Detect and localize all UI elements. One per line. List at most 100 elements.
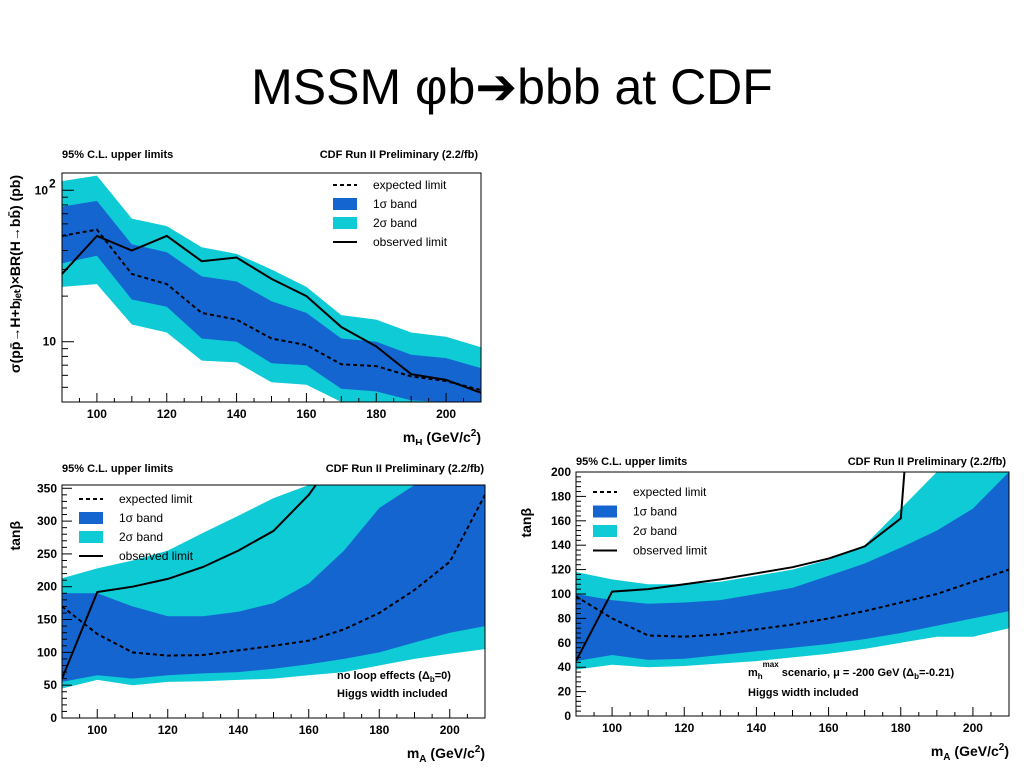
chart-bottom-right: 100 120 140 160 180 200 0 20 40 60 80 100 120 140 160 1… [518, 456, 1010, 763]
x-axis-label-sup: 2 [471, 428, 477, 439]
x-tick-label: 160 [296, 407, 316, 421]
y-tick-label: 200 [37, 580, 57, 594]
annotation-width: Higgs width included [748, 687, 859, 699]
legend-2sigma-swatch [333, 217, 357, 229]
x-tick-label: 140 [746, 721, 766, 735]
y-tick-label: 0 [50, 711, 57, 725]
x-tick-label: 120 [158, 723, 178, 737]
x-axis-label-close: ) [1004, 743, 1009, 759]
annotation-text: =0) [435, 670, 452, 682]
y-tick-label: 100 [551, 587, 571, 601]
annotation-sup: max [763, 660, 780, 669]
annotation-sub: b [430, 675, 435, 684]
y-tick-label: 200 [551, 465, 571, 479]
x-axis-label-sub: A [419, 754, 426, 765]
legend-2sigma-label: 2σ band [633, 524, 677, 538]
x-axis-label-unit: (GeV/c [951, 743, 999, 759]
legend-expected-label: expected limit [633, 485, 707, 499]
y-tick-label: 120 [551, 563, 571, 577]
plot-area [62, 175, 481, 402]
annotation-sub: b [914, 672, 919, 681]
expected-limit-line [576, 568, 1009, 638]
y-axis-label: tanβ [518, 508, 534, 538]
header-left: 95% C.L. upper limits [62, 149, 173, 161]
x-axis-label-sup: 2 [475, 744, 481, 755]
header-right: CDF Run II Preliminary (2.2/fb) [326, 463, 485, 475]
legend-1sigma-label: 1σ band [633, 505, 677, 519]
y-tick-label: 60 [558, 636, 572, 650]
expected-limit-line [62, 494, 485, 657]
y-tick-label: 100 [37, 645, 57, 659]
annotation-scenario: mhmax scenario, μ = -200 GeV (Δb=-0.21) [748, 660, 954, 681]
header-left: 95% C.L. upper limits [576, 456, 687, 468]
x-axis-label-close: ) [480, 745, 485, 761]
y-tick-label: 0 [564, 709, 571, 723]
legend-observed-label: observed limit [373, 235, 448, 249]
legend-observed-label: observed limit [633, 544, 708, 558]
y-axis-label: tanβ [7, 521, 23, 551]
chart-bottom-left: 100 120 140 160 180 200 0 50 100 150 200 250 300 350 9… [7, 463, 486, 765]
annotation-width: Higgs width included [337, 688, 448, 700]
annotation-sub: h [758, 672, 763, 681]
x-tick-label: 160 [819, 721, 839, 735]
band-1sigma [62, 200, 481, 402]
x-axis-label-unit: (GeV/c [423, 429, 471, 445]
x-tick-label: 200 [963, 721, 983, 735]
x-tick-label: 200 [436, 407, 456, 421]
x-tick-label: 100 [87, 723, 107, 737]
x-tick-label: 180 [366, 407, 386, 421]
y-tick-exponent: 2 [49, 176, 56, 190]
observed-limit-line [62, 234, 481, 394]
y-axis-label: σ(pp̄→H+bⱼₑₜ)×BR(H→bb̄) (pb) [6, 175, 23, 373]
x-tick-label: 140 [227, 407, 247, 421]
expected-limit-line [62, 228, 481, 391]
y-tick-label: 350 [37, 481, 57, 495]
x-tick-label: 180 [369, 723, 389, 737]
y-tick-label: 300 [37, 514, 57, 528]
y-tick-label: 10 [35, 183, 49, 197]
legend-expected-label: expected limit [373, 178, 447, 192]
header-right: CDF Run II Preliminary (2.2/fb) [848, 456, 1007, 468]
header-right: CDF Run II Preliminary (2.2/fb) [320, 149, 479, 161]
legend-1sigma-swatch [593, 505, 617, 518]
x-axis-label-m: m [403, 429, 415, 445]
y-tick-label: 160 [551, 514, 571, 528]
x-axis-label-sub: H [415, 438, 422, 445]
x-axis-label-unit: (GeV/c [427, 745, 475, 761]
x-axis-label: mA (GeV/c2) [931, 742, 1009, 763]
legend-1sigma-swatch [79, 512, 103, 524]
x-axis-label: mA (GeV/c2) [407, 744, 485, 765]
y-tick-label: 140 [551, 538, 571, 552]
x-tick-label: 100 [87, 407, 107, 421]
slide-title: MSSM φb➔bbb at CDF [251, 59, 773, 115]
annotation-text: scenario, μ = -200 GeV (Δ [779, 667, 914, 679]
legend-observed-label: observed limit [119, 549, 194, 563]
header-left: 95% C.L. upper limits [62, 463, 173, 475]
legend-2sigma-swatch [593, 525, 617, 537]
legend-2sigma-label: 2σ band [119, 530, 163, 544]
x-axis-label-m: m [931, 743, 943, 759]
y-tick-label: 180 [551, 489, 571, 503]
legend-expected-label: expected limit [119, 492, 193, 506]
x-tick-label: 140 [228, 723, 248, 737]
x-tick-label: 200 [440, 723, 460, 737]
x-tick-label: 180 [891, 721, 911, 735]
annotation-loop-effects: no loop effects (Δb=0) [337, 670, 451, 684]
x-tick-label: 100 [602, 721, 622, 735]
observed-limit-line [62, 485, 317, 679]
x-axis-label-sub: A [943, 752, 950, 763]
band-1sigma [576, 472, 1009, 662]
y-tick-label: 10 [43, 335, 57, 349]
y-tick-label: 20 [558, 685, 572, 699]
legend-1sigma-label: 1σ band [119, 511, 163, 525]
annotation-text: no loop effects (Δ [337, 670, 430, 682]
legend-2sigma-label: 2σ band [373, 216, 417, 230]
y-tick-label: 80 [558, 611, 572, 625]
y-tick-label: 50 [44, 678, 58, 692]
legend-1sigma-swatch [333, 198, 357, 210]
x-axis-label: mH (GeV/c2) [403, 428, 481, 445]
legend-2sigma-swatch [79, 531, 103, 543]
plot-area [576, 472, 1009, 670]
y-tick-label: 150 [37, 613, 57, 627]
